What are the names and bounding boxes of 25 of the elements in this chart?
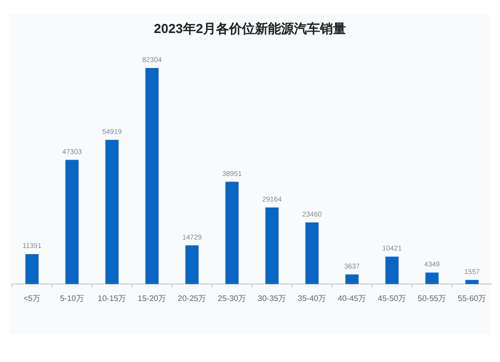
- x-tick-label: 35-40万: [298, 294, 326, 303]
- x-tick-label: 15-20万: [138, 294, 166, 303]
- x-tick-label: 20-25万: [178, 294, 206, 303]
- bar: [265, 207, 279, 284]
- x-tick-label: <5万: [23, 294, 41, 303]
- x-tick-label: 10-15万: [98, 294, 126, 303]
- bar: [185, 245, 199, 284]
- chart-title: 2023年2月各价位新能源汽车销量: [154, 21, 346, 36]
- x-tick-label: 50-55万: [418, 294, 446, 303]
- x-tick-label: 40-45万: [338, 294, 366, 303]
- bar: [65, 160, 79, 284]
- x-tick-label: 30-35万: [258, 294, 286, 303]
- bar: [145, 68, 159, 284]
- bar: [305, 222, 319, 284]
- bar: [25, 254, 39, 284]
- x-tick-label: 25-30万: [218, 294, 246, 303]
- x-tick-label: 45-50万: [378, 294, 406, 303]
- bar: [425, 272, 439, 284]
- x-tick-label: 55-60万: [458, 294, 486, 303]
- bar: [385, 256, 399, 284]
- bar: [105, 140, 119, 284]
- bar: [345, 274, 359, 284]
- x-tick-label: 5-10万: [60, 294, 84, 303]
- bar: [225, 182, 239, 284]
- bar: [465, 280, 479, 284]
